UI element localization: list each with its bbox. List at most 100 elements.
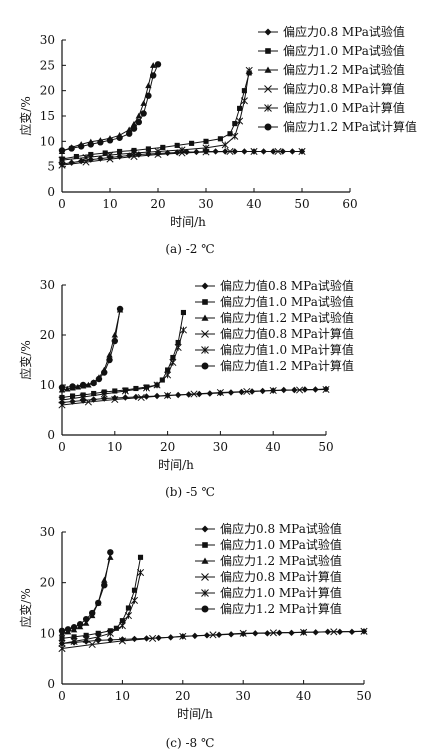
data-point	[116, 134, 123, 141]
data-point	[58, 384, 66, 391]
series-2	[59, 554, 144, 641]
y-tick-label: 10	[40, 626, 55, 640]
data-point	[269, 386, 277, 395]
data-point	[231, 132, 239, 140]
data-point	[113, 625, 119, 631]
series-6	[58, 305, 124, 391]
legend-entry: 偏应力0.8 MPa试验值	[220, 521, 342, 536]
data-point	[178, 146, 186, 154]
y-axis-label: 应变/%	[18, 340, 33, 379]
data-point	[122, 394, 129, 401]
data-point	[298, 147, 306, 156]
data-point	[76, 621, 84, 628]
data-point	[87, 141, 95, 148]
data-point	[102, 150, 108, 156]
data-point	[221, 141, 229, 149]
data-point	[154, 61, 162, 68]
x-tick-label: 0	[58, 689, 66, 703]
x-tick-label: 40	[246, 197, 261, 211]
legend-entry: 偏应力值0.8 MPa试验值	[220, 278, 354, 293]
data-point	[130, 120, 138, 127]
data-point	[100, 390, 108, 398]
data-point	[90, 379, 97, 387]
data-point	[101, 576, 108, 583]
data-point	[189, 140, 195, 146]
series-5	[58, 568, 145, 648]
data-point	[101, 369, 108, 376]
data-point	[58, 161, 66, 169]
legend-marker	[264, 104, 272, 112]
legend-marker	[264, 28, 272, 36]
series-line	[61, 309, 121, 391]
legend-entry: 偏应力1.2 MPa试计算值	[283, 119, 417, 134]
data-point	[300, 628, 308, 636]
series-6	[58, 549, 114, 634]
series-line	[61, 630, 365, 644]
data-point	[74, 383, 82, 390]
data-point	[175, 339, 181, 346]
x-tick-label: 40	[296, 689, 311, 703]
data-point	[58, 396, 66, 404]
data-point	[137, 393, 145, 402]
chart-panel-2: 0 10 20 30 40 50 0 10 20 30 时间/h 应变/% 偏应力值0.8 MPa试验值…	[18, 278, 354, 499]
data-point	[58, 627, 66, 634]
data-point	[131, 635, 138, 643]
data-point	[202, 144, 210, 152]
legend-marker	[201, 557, 209, 564]
data-point	[87, 156, 94, 163]
data-point	[69, 383, 76, 390]
data-point	[174, 142, 180, 148]
data-point	[142, 384, 151, 392]
data-point	[83, 632, 89, 638]
legend-marker	[201, 589, 209, 597]
data-point	[95, 637, 102, 644]
data-point	[130, 149, 138, 157]
data-point	[78, 143, 85, 150]
data-point	[243, 387, 251, 396]
data-point	[240, 97, 248, 105]
data-point	[82, 615, 90, 623]
data-point	[101, 582, 108, 589]
data-point	[135, 118, 142, 126]
data-point	[79, 381, 87, 389]
data-point	[124, 612, 132, 620]
y-tick-label: 20	[40, 84, 55, 98]
x-axis-label: 时间/h	[170, 215, 206, 229]
data-point	[68, 145, 75, 152]
data-point	[136, 568, 145, 577]
legend-marker	[201, 314, 209, 321]
y-tick-label: 15	[40, 109, 55, 123]
series-line	[61, 557, 141, 639]
data-point	[170, 354, 176, 361]
data-point	[111, 331, 118, 338]
data-point	[130, 152, 138, 161]
data-point	[69, 398, 76, 405]
chart-panel-3: 0 10 20 30 40 50 0 10 20 30 时间/h 应变/% 偏应力0.8 MPa试验值偏…	[18, 521, 372, 750]
y-tick-label: 30	[40, 278, 55, 292]
data-point	[179, 632, 187, 640]
series-line	[61, 70, 250, 161]
data-point	[58, 147, 66, 154]
x-tick-label: 50	[318, 440, 333, 454]
data-point	[106, 356, 113, 364]
data-point	[135, 112, 142, 119]
y-tick-label: 30	[40, 525, 55, 539]
series-3	[58, 554, 114, 636]
series-5	[58, 326, 187, 404]
legend-marker	[201, 525, 209, 533]
legend-marker	[201, 605, 209, 613]
legend-entry: 偏应力1.0 MPa试验值	[283, 43, 405, 58]
data-point	[117, 148, 123, 155]
x-tick-label: 20	[175, 689, 190, 703]
data-point	[106, 151, 114, 159]
data-point	[239, 629, 247, 637]
y-tick-label: 30	[40, 33, 55, 47]
data-point	[180, 309, 186, 316]
x-tick-label: 10	[102, 197, 117, 211]
data-point	[226, 147, 234, 156]
data-point	[330, 628, 338, 636]
data-point	[164, 391, 172, 400]
legend-marker	[265, 48, 271, 54]
